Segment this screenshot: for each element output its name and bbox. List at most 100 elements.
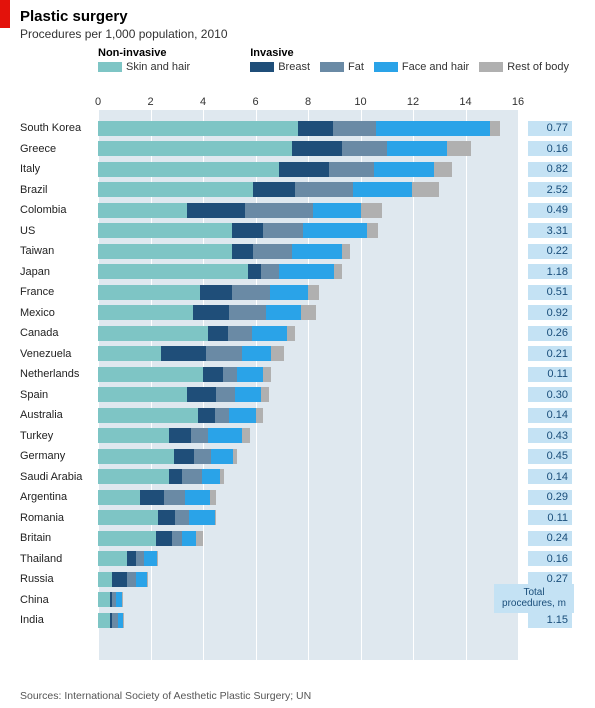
country-row: France0.51 bbox=[98, 282, 518, 303]
total-value: 2.52 bbox=[528, 182, 572, 197]
bar-segment bbox=[237, 367, 263, 382]
bar-segment bbox=[98, 346, 161, 361]
bar-segment bbox=[123, 613, 124, 628]
bar-segment bbox=[292, 244, 342, 259]
chart-title: Plastic surgery bbox=[20, 8, 595, 25]
stacked-bar bbox=[98, 387, 269, 402]
bar-segment bbox=[208, 428, 242, 443]
bar-segment bbox=[229, 408, 255, 423]
country-label: Turkey bbox=[20, 430, 94, 442]
stacked-bar bbox=[98, 572, 148, 587]
country-label: Taiwan bbox=[20, 245, 94, 257]
chart-header: Plastic surgery Procedures per 1,000 pop… bbox=[0, 0, 595, 73]
bar-segment bbox=[98, 121, 298, 136]
stacked-bar bbox=[98, 203, 382, 218]
country-row: Italy0.82 bbox=[98, 159, 518, 180]
bar-segment bbox=[261, 387, 269, 402]
bar-segment bbox=[194, 449, 211, 464]
axis-tick-label: 14 bbox=[459, 96, 471, 108]
bar-segment bbox=[353, 182, 412, 197]
total-value: 0.82 bbox=[528, 162, 572, 177]
stacked-bar bbox=[98, 264, 342, 279]
country-label: Spain bbox=[20, 389, 94, 401]
bar-segment bbox=[98, 510, 158, 525]
country-label: Britain bbox=[20, 532, 94, 544]
legend-label: Face and hair bbox=[402, 61, 469, 73]
legend-group-label: Non-invasive bbox=[98, 47, 190, 59]
total-value: 0.45 bbox=[528, 449, 572, 464]
bar-segment bbox=[232, 244, 253, 259]
bar-segment bbox=[245, 203, 313, 218]
axis-tick-label: 4 bbox=[200, 96, 206, 108]
bar-segment bbox=[196, 531, 203, 546]
bar-segment bbox=[266, 305, 301, 320]
country-row: India1.15 bbox=[98, 610, 518, 631]
bar-segment bbox=[233, 449, 237, 464]
bar-segment bbox=[98, 428, 169, 443]
country-row: Netherlands0.11 bbox=[98, 364, 518, 385]
bar-segment bbox=[122, 592, 123, 607]
bar-segment bbox=[98, 244, 232, 259]
legend-label: Fat bbox=[348, 61, 364, 73]
total-value: 0.11 bbox=[528, 367, 572, 382]
total-value: 0.24 bbox=[528, 531, 572, 546]
country-label: Saudi Arabia bbox=[20, 471, 94, 483]
stacked-bar bbox=[98, 613, 124, 628]
stacked-bar bbox=[98, 551, 158, 566]
bar-segment bbox=[232, 285, 270, 300]
bar-segment bbox=[220, 469, 224, 484]
country-row: Britain0.24 bbox=[98, 528, 518, 549]
bar-segment bbox=[210, 490, 217, 505]
country-row: Taiwan0.22 bbox=[98, 241, 518, 262]
country-row: Germany0.45 bbox=[98, 446, 518, 467]
total-value: 0.22 bbox=[528, 244, 572, 259]
bar-segment bbox=[434, 162, 452, 177]
bar-segment bbox=[98, 305, 193, 320]
bar-segment bbox=[98, 223, 232, 238]
stacked-bar bbox=[98, 305, 316, 320]
total-value: 0.92 bbox=[528, 305, 572, 320]
country-row: South Korea0.77 bbox=[98, 118, 518, 139]
country-label: Colombia bbox=[20, 204, 94, 216]
stacked-bar bbox=[98, 326, 295, 341]
bar-segment bbox=[342, 141, 387, 156]
stacked-bar bbox=[98, 346, 284, 361]
plot: 0246810121416South Korea0.77Greece0.16It… bbox=[98, 110, 518, 660]
bar-segment bbox=[182, 531, 196, 546]
legend-item: Breast bbox=[250, 61, 310, 73]
bar-segment bbox=[189, 510, 215, 525]
axis-tick-label: 0 bbox=[95, 96, 101, 108]
bar-segment bbox=[263, 367, 271, 382]
country-row: US3.31 bbox=[98, 221, 518, 242]
bar-segment bbox=[376, 121, 490, 136]
country-row: Turkey0.43 bbox=[98, 426, 518, 447]
legend-item: Skin and hair bbox=[98, 61, 190, 73]
bar-segment bbox=[136, 551, 144, 566]
bar-segment bbox=[334, 264, 342, 279]
country-label: Canada bbox=[20, 327, 94, 339]
country-label: Thailand bbox=[20, 553, 94, 565]
stacked-bar bbox=[98, 428, 250, 443]
bar-segment bbox=[98, 572, 112, 587]
bar-segment bbox=[256, 408, 264, 423]
bar-segment bbox=[232, 223, 264, 238]
stacked-bar bbox=[98, 141, 471, 156]
bar-segment bbox=[242, 428, 250, 443]
country-row: Romania0.11 bbox=[98, 508, 518, 529]
country-label: Mexico bbox=[20, 307, 94, 319]
country-label: US bbox=[20, 225, 94, 237]
bar-segment bbox=[98, 551, 127, 566]
chart-area: 0246810121416South Korea0.77Greece0.16It… bbox=[20, 96, 575, 666]
bar-segment bbox=[215, 408, 229, 423]
stacked-bar bbox=[98, 469, 224, 484]
axis-tick-label: 2 bbox=[147, 96, 153, 108]
bar-segment bbox=[298, 121, 333, 136]
bar-segment bbox=[270, 285, 308, 300]
bar-segment bbox=[228, 326, 252, 341]
country-row: Colombia0.49 bbox=[98, 200, 518, 221]
total-value: 0.14 bbox=[528, 469, 572, 484]
bar-segment bbox=[242, 346, 271, 361]
bar-segment bbox=[361, 203, 382, 218]
country-row: Brazil2.52 bbox=[98, 180, 518, 201]
stacked-bar bbox=[98, 408, 263, 423]
